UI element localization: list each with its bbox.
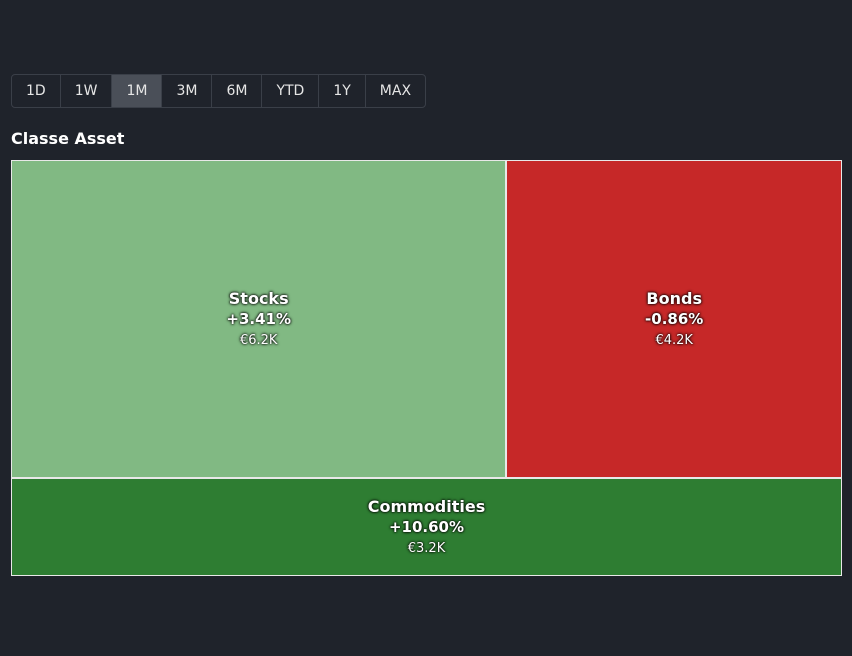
- range-button[interactable]: 1M: [112, 75, 163, 107]
- tile-name: Commodities: [367, 496, 486, 516]
- tile-value: €6.2K: [239, 332, 278, 348]
- tile-change: +10.60%: [388, 517, 465, 536]
- range-button[interactable]: 3M: [162, 75, 213, 107]
- range-button[interactable]: YTD: [262, 75, 320, 107]
- range-button[interactable]: 1W: [61, 75, 113, 107]
- tile-name: Stocks: [228, 288, 289, 308]
- tile-name: Bonds: [646, 288, 702, 308]
- treemap-tile: Stocks +3.41% €6.2K: [11, 160, 507, 479]
- tile-change: +3.41%: [226, 309, 291, 328]
- treemap: Stocks +3.41% €6.2K Bonds -0.86% €4.2K Commodi…: [11, 160, 842, 576]
- range-button[interactable]: 1Y: [319, 75, 366, 107]
- range-selector: 1D 1W 1M 3M 6M YTD 1Y MAX: [11, 74, 427, 108]
- range-button[interactable]: MAX: [379, 83, 412, 99]
- tile-change: -0.86%: [645, 309, 704, 328]
- chart-title: Classe Asset: [11, 129, 125, 148]
- tile-value: €3.2K: [407, 540, 446, 556]
- tile-value: €4.2K: [655, 332, 693, 348]
- range-button[interactable]: 6M: [212, 75, 263, 107]
- treemap-tile: Commodities +10.60% €3.2K: [11, 478, 842, 576]
- treemap-tile: Bonds -0.86% €4.2K: [506, 160, 842, 479]
- range-button[interactable]: 1D: [12, 75, 61, 107]
